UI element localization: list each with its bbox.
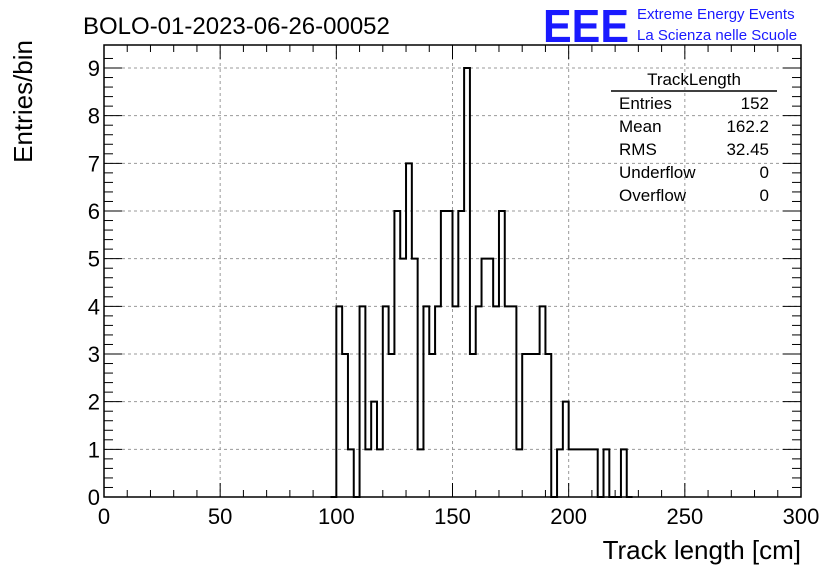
x-tick-label: 200 — [550, 504, 587, 529]
stats-label-underflow: Underflow — [619, 163, 696, 182]
stats-value-overflow: 0 — [760, 186, 769, 205]
y-tick-label: 3 — [88, 342, 100, 367]
stats-label-rms: RMS — [619, 140, 657, 159]
stats-box-title: TrackLength — [647, 70, 741, 89]
stats-label-overflow: Overflow — [619, 186, 687, 205]
x-tick-label: 0 — [98, 504, 110, 529]
x-axis-label: Track length [cm] — [603, 535, 801, 565]
stats-value-mean: 162.2 — [726, 117, 769, 136]
y-axis-label: Entries/bin — [8, 40, 38, 163]
y-tick-label: 2 — [88, 390, 100, 415]
y-tick-label: 0 — [88, 485, 100, 510]
x-tick-label: 50 — [208, 504, 232, 529]
x-tick-label: 300 — [783, 504, 820, 529]
eee-logo: EEE — [543, 0, 629, 52]
x-tick-label: 100 — [318, 504, 355, 529]
eee-logo-line1: Extreme Energy Events — [637, 6, 795, 23]
x-tick-label: 150 — [434, 504, 471, 529]
histogram-outline — [330, 67, 633, 498]
y-tick-label: 1 — [88, 437, 100, 462]
y-tick-label: 9 — [88, 56, 100, 81]
eee-logo-line2: La Scienza nelle Scuole — [637, 27, 797, 44]
stats-box: TrackLength Entries 152 Mean 162.2 RMS 32.45 U… — [611, 70, 777, 205]
x-tick-label: 250 — [666, 504, 703, 529]
stats-value-entries: 152 — [741, 94, 769, 113]
y-tick-label: 8 — [88, 104, 100, 129]
tick-labels: 0 50 100 150 200 250 300 0 1 2 3 4 5 6 7 8 9 — [88, 56, 820, 529]
y-tick-label: 7 — [88, 151, 100, 176]
y-tick-label: 4 — [88, 294, 100, 319]
stats-label-mean: Mean — [619, 117, 662, 136]
stats-label-entries: Entries — [619, 94, 672, 113]
stats-value-underflow: 0 — [760, 163, 769, 182]
run-title: BOLO-01-2023-06-26-00052 — [83, 13, 390, 40]
stats-value-rms: 32.45 — [726, 140, 769, 159]
y-tick-label: 5 — [88, 247, 100, 272]
y-tick-label: 6 — [88, 199, 100, 224]
axis-ticks — [103, 45, 802, 498]
